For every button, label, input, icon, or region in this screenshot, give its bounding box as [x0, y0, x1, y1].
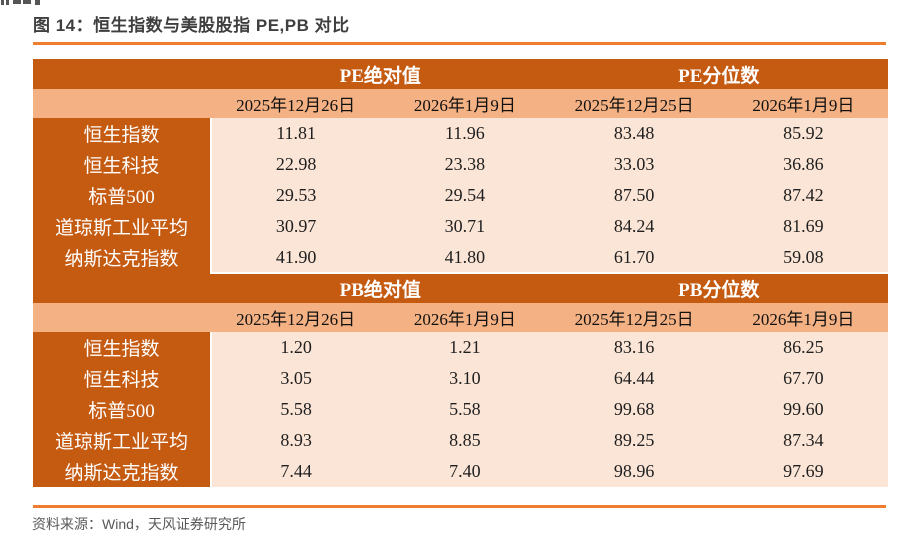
cell-value: 97.69	[718, 456, 888, 487]
row-label: 恒生科技	[33, 363, 212, 394]
cell-value: 29.54	[380, 180, 550, 211]
cell-value: 3.05	[211, 363, 381, 394]
table-row-pe-hstech: 恒生科技 22.98 23.38 33.03 36.86	[33, 149, 888, 180]
cell-value: 7.44	[211, 456, 381, 487]
header-blank-cell	[33, 273, 211, 303]
pe-date-col-2: 2026年1月9日	[380, 89, 550, 118]
cell-value: 30.97	[211, 211, 381, 242]
cell-value: 3.10	[380, 363, 550, 394]
cell-value: 83.16	[549, 332, 719, 363]
pb-percentile-header: PB分位数	[549, 273, 888, 303]
pe-date-col-3: 2025年12月25日	[549, 89, 719, 118]
table-row-pb-dow: 道琼斯工业平均 8.93 8.85 89.25 87.34	[33, 425, 888, 456]
cell-value: 8.93	[211, 425, 381, 456]
cell-value: 81.69	[718, 211, 888, 242]
pb-section-header-row: PB绝对值 PB分位数	[33, 273, 888, 303]
cell-value: 87.50	[549, 180, 719, 211]
cell-value: 33.03	[549, 149, 719, 180]
cell-value: 1.20	[211, 332, 381, 363]
date-blank-cell	[33, 89, 211, 118]
row-label: 标普500	[33, 394, 212, 425]
cell-value: 86.25	[718, 332, 888, 363]
cell-value: 11.81	[211, 118, 381, 149]
table-row-pb-hsi: 恒生指数 1.20 1.21 83.16 86.25	[33, 332, 888, 363]
row-label: 恒生指数	[33, 332, 212, 363]
pe-date-col-1: 2025年12月26日	[211, 89, 381, 118]
cell-value: 8.85	[380, 425, 550, 456]
table-row-pe-nasdaq: 纳斯达克指数 41.90 41.80 61.70 59.08	[33, 242, 888, 274]
figure-title: 图 14：恒生指数与美股股指 PE,PB 对比	[33, 16, 350, 35]
cell-value: 36.86	[718, 149, 888, 180]
cell-value: 85.92	[718, 118, 888, 149]
pb-absolute-header: PB绝对值	[211, 273, 550, 303]
cell-value: 23.38	[380, 149, 550, 180]
cell-value: 1.21	[380, 332, 550, 363]
table-row-pb-hstech: 恒生科技 3.05 3.10 64.44 67.70	[33, 363, 888, 394]
pe-percentile-header: PE分位数	[549, 59, 888, 89]
pb-date-col-3: 2025年12月25日	[549, 303, 719, 332]
clipped-text-fragment	[1, 0, 41, 7]
bottom-divider-rule	[33, 505, 886, 508]
top-divider-rule	[33, 42, 886, 45]
cell-value: 30.71	[380, 211, 550, 242]
pb-date-col-1: 2025年12月26日	[211, 303, 381, 332]
date-blank-cell	[33, 303, 211, 332]
cell-value: 64.44	[549, 363, 719, 394]
row-label: 纳斯达克指数	[33, 242, 212, 273]
row-label: 恒生科技	[33, 149, 212, 180]
cell-value: 83.48	[549, 118, 719, 149]
pe-absolute-header: PE绝对值	[211, 59, 550, 89]
cell-value: 41.80	[380, 242, 550, 274]
table-row-pe-hsi: 恒生指数 11.81 11.96 83.48 85.92	[33, 118, 888, 149]
cell-value: 89.25	[549, 425, 719, 456]
row-label: 道琼斯工业平均	[33, 425, 212, 456]
row-label: 纳斯达克指数	[33, 456, 212, 487]
clipped-glyph-marks	[1, 0, 40, 5]
cell-value: 98.96	[549, 456, 719, 487]
pe-date-col-4: 2026年1月9日	[718, 89, 888, 118]
cell-value: 41.90	[211, 242, 381, 274]
table-row-pe-sp500: 标普500 29.53 29.54 87.50 87.42	[33, 180, 888, 211]
cell-value: 22.98	[211, 149, 381, 180]
cell-value: 5.58	[211, 394, 381, 425]
cell-value: 84.24	[549, 211, 719, 242]
cell-value: 5.58	[380, 394, 550, 425]
pb-date-col-4: 2026年1月9日	[718, 303, 888, 332]
row-label: 恒生指数	[33, 118, 212, 149]
row-label: 标普500	[33, 180, 212, 211]
pe-date-row: 2025年12月26日 2026年1月9日 2025年12月25日 2026年1…	[33, 89, 888, 118]
cell-value: 67.70	[718, 363, 888, 394]
pe-section-header-row: PE绝对值 PE分位数	[33, 59, 888, 89]
cell-value: 11.96	[380, 118, 550, 149]
row-label: 道琼斯工业平均	[33, 211, 212, 242]
header-blank-cell	[33, 59, 211, 89]
cell-value: 87.34	[718, 425, 888, 456]
cell-value: 99.68	[549, 394, 719, 425]
pe-pb-comparison-table: PE绝对值 PE分位数 2025年12月26日 2026年1月9日 2025年1…	[33, 59, 888, 487]
cell-value: 59.08	[718, 242, 888, 274]
cell-value: 29.53	[211, 180, 381, 211]
cell-value: 87.42	[718, 180, 888, 211]
table-row-pb-sp500: 标普500 5.58 5.58 99.68 99.60	[33, 394, 888, 425]
pb-date-col-2: 2026年1月9日	[380, 303, 550, 332]
cell-value: 7.40	[380, 456, 550, 487]
table-row-pb-nasdaq: 纳斯达克指数 7.44 7.40 98.96 97.69	[33, 456, 888, 487]
data-source-note: 资料来源：Wind，天风证券研究所	[32, 516, 246, 532]
table-row-pe-dow: 道琼斯工业平均 30.97 30.71 84.24 81.69	[33, 211, 888, 242]
pb-date-row: 2025年12月26日 2026年1月9日 2025年12月25日 2026年1…	[33, 303, 888, 332]
cell-value: 61.70	[549, 242, 719, 274]
cell-value: 99.60	[718, 394, 888, 425]
